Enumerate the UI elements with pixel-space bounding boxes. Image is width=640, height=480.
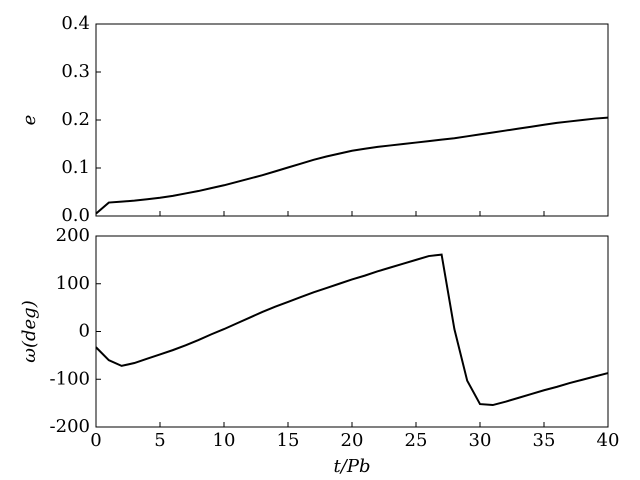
y-tick-label: -200 [50,416,90,437]
y-tick-label: 0.0 [61,205,90,226]
x-tick-label: 40 [597,430,620,451]
axes-frame [95,235,609,428]
y-tick-label: 0 [79,321,90,342]
x-tick-label: 0 [90,430,101,451]
x-tick-label: 20 [341,430,364,451]
x-axis-label: t/Pb [334,456,371,477]
y-tick-label: 0.2 [61,109,90,130]
y-tick-label: 0.1 [61,157,90,178]
x-tick-label: 5 [154,430,165,451]
x-tick-label: 25 [405,430,428,451]
y-tick-label: 200 [56,225,90,246]
y-tick-label: -100 [50,368,90,389]
axes-frame [95,23,609,217]
y-tick-label: 0.3 [61,61,90,82]
y-tick-label: 0.4 [61,13,90,34]
x-tick-label: 35 [533,430,556,451]
data-line [95,253,609,407]
data-line [95,116,609,215]
y-axis-label: e [19,115,40,126]
y-axis-label: ω(deg) [19,300,40,362]
x-tick-label: 30 [469,430,492,451]
x-tick-label: 15 [277,430,300,451]
x-tick-label: 10 [213,430,236,451]
y-tick-label: 100 [56,273,90,294]
